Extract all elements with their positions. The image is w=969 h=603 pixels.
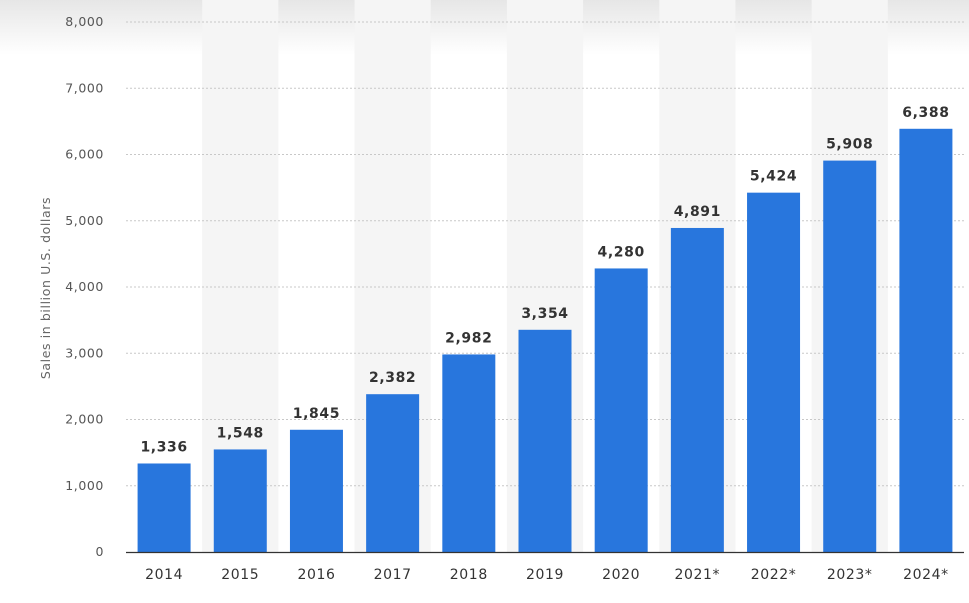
y-tick-label: 8,000 [65, 14, 104, 29]
data-label: 5,908 [826, 137, 873, 153]
data-label: 1,336 [140, 439, 187, 455]
x-tick-label: 2016 [297, 567, 335, 583]
bar [594, 268, 648, 552]
x-tick-label: 2021* [675, 567, 721, 583]
data-label: 5,424 [750, 169, 797, 185]
y-tick-label: 1,000 [65, 478, 104, 493]
bar [289, 429, 343, 552]
y-tick-label: 7,000 [65, 80, 104, 95]
data-label: 2,382 [369, 370, 416, 386]
data-label: 1,845 [293, 406, 340, 422]
x-tick-label: 2019 [526, 567, 564, 583]
data-labels: 1,336 1,548 1,845 2,382 2,982 3,354 4,280 4,891… [140, 105, 949, 456]
x-tick-label: 2024* [903, 567, 949, 583]
x-axis-ticks: 2014 2015 2016 2017 2018 2019 2020 2021* 2022* 20… [145, 567, 949, 583]
x-tick-label: 2018 [450, 567, 488, 583]
x-tick-label: 2015 [221, 567, 259, 583]
bar [899, 128, 953, 553]
data-label: 1,548 [217, 425, 264, 441]
data-label: 3,354 [521, 306, 568, 322]
y-tick-label: 6,000 [65, 147, 104, 162]
bar [137, 463, 191, 552]
x-tick-label: 2020 [602, 567, 640, 583]
y-axis-label: Sales in billion U.S. dollars [38, 197, 53, 379]
bar [442, 354, 496, 552]
y-tick-label: 3,000 [65, 345, 104, 360]
x-tick-label: 2022* [751, 567, 797, 583]
y-tick-label: 4,000 [65, 279, 104, 294]
data-label: 2,982 [445, 330, 492, 346]
y-axis-ticks: 0 1,000 2,000 3,000 4,000 5,000 6,000 7,000 8,00… [65, 14, 104, 559]
bar [366, 394, 420, 552]
bar [518, 329, 572, 552]
data-label: 4,891 [674, 204, 721, 220]
data-label: 4,280 [598, 244, 645, 260]
bar [213, 449, 267, 552]
bar [670, 227, 724, 552]
bar [747, 192, 801, 552]
y-tick-label: 5,000 [65, 213, 104, 228]
data-label: 6,388 [902, 105, 949, 121]
x-tick-label: 2023* [827, 567, 873, 583]
x-tick-label: 2017 [374, 567, 412, 583]
x-tick-label: 2014 [145, 567, 183, 583]
y-tick-label: 2,000 [65, 412, 104, 427]
y-tick-label: 0 [95, 544, 104, 559]
bar [823, 160, 877, 552]
bars [137, 128, 953, 553]
